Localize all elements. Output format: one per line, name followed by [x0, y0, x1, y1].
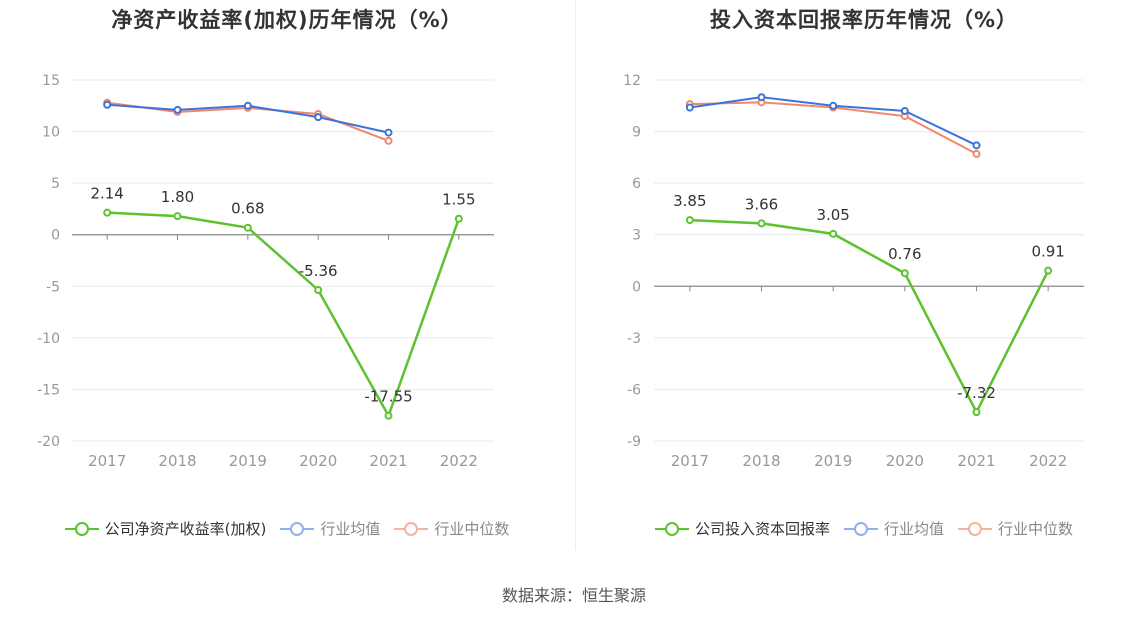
- company-series-point[interactable]: [454, 214, 463, 223]
- x-tick-label: 2018: [742, 452, 780, 470]
- legend-item-industry-avg[interactable]: 行业均值: [843, 518, 944, 539]
- roe-chart-title: 净资产收益率(加权)历年情况（%）: [111, 8, 463, 32]
- company-series-line: [107, 211, 461, 419]
- roe-chart-panel: 净资产收益率(加权)历年情况（%） 15 10 5 0 -5 -10 -15 -20 2017 2…: [0, 0, 574, 560]
- y-tick-label: 12: [623, 73, 641, 89]
- y-tick-label: -9: [627, 434, 641, 450]
- company-series-point[interactable]: [829, 229, 838, 238]
- roic-legend: 公司投入资本回报率 行业均值 行业中位数: [577, 518, 1148, 539]
- legend-item-industry-median[interactable]: 行业中位数: [958, 518, 1073, 539]
- y-tick-label: -3: [627, 331, 641, 347]
- roe-legend: 公司净资产收益率(加权) 行业均值 行业中位数: [0, 518, 574, 539]
- data-label: -17.55: [364, 388, 412, 406]
- x-tick-label: 2019: [229, 452, 267, 470]
- data-label: 3.05: [816, 206, 849, 224]
- company-series-point[interactable]: [243, 223, 252, 232]
- industry-median-series-point[interactable]: [972, 149, 981, 158]
- x-tick-label: 2019: [814, 452, 852, 470]
- roe-chart-plot: 15 10 5 0 -5 -10 -15 -20 2017 2018 2019 2020 2021 202…: [37, 73, 494, 470]
- panel-divider: [575, 0, 576, 550]
- x-tick-label: 2022: [440, 452, 478, 470]
- data-label: 3.66: [745, 195, 778, 213]
- legend-item-company-roe[interactable]: 公司净资产收益率(加权): [64, 518, 267, 539]
- y-tick-label: 0: [632, 279, 641, 295]
- company-series-point[interactable]: [757, 219, 766, 228]
- data-label: 0.76: [888, 245, 921, 263]
- data-label: 2.14: [90, 185, 123, 203]
- data-label: 1.55: [442, 191, 475, 209]
- industry-avg-series-point[interactable]: [314, 113, 323, 122]
- company-series-point[interactable]: [900, 269, 909, 278]
- industry-avg-series-point[interactable]: [173, 105, 182, 114]
- y-tick-label: 0: [51, 228, 60, 244]
- roic-chart-plot: 12 9 6 3 0 -3 -6 -9 2017 2018 2019 2020 2021 2022 3.85…: [623, 73, 1084, 470]
- y-tick-label: -10: [37, 331, 60, 347]
- x-tick-label: 2022: [1029, 452, 1067, 470]
- x-tick-label: 2020: [299, 452, 337, 470]
- data-label: -5.36: [299, 262, 338, 280]
- legend-label: 公司净资产收益率(加权): [104, 520, 267, 538]
- legend-label: 行业均值: [320, 520, 381, 538]
- legend-label: 公司投入资本回报率: [694, 520, 830, 538]
- y-tick-label: 9: [632, 125, 641, 141]
- roic-chart-title: 投入资本回报率历年情况（%）: [709, 8, 1019, 32]
- industry-avg-series-point[interactable]: [972, 141, 981, 150]
- industry-avg-series-point[interactable]: [829, 101, 838, 110]
- company-series-point[interactable]: [972, 408, 981, 417]
- x-tick-label: 2018: [158, 452, 196, 470]
- y-tick-label: -6: [627, 382, 641, 398]
- industry-avg-series-point[interactable]: [384, 128, 393, 137]
- legend-label: 行业中位数: [434, 520, 510, 538]
- y-tick-label: 3: [632, 228, 641, 244]
- y-tick-label: 10: [42, 125, 60, 141]
- industry-avg-series-point[interactable]: [757, 93, 766, 102]
- data-label: 0.91: [1031, 243, 1064, 261]
- y-tick-label: 15: [42, 73, 60, 89]
- company-series-point[interactable]: [685, 216, 694, 225]
- y-tick-label: -20: [37, 434, 60, 450]
- data-source-note: 数据来源：恒生聚源: [501, 586, 646, 605]
- industry-avg-series-point[interactable]: [685, 103, 694, 112]
- roic-chart-panel: 投入资本回报率历年情况（%） 12 9 6 3 0 -3 -6 -9 2017 2018 2019 2…: [577, 0, 1148, 560]
- data-label: 0.68: [231, 200, 264, 218]
- data-label: -7.32: [957, 384, 996, 402]
- data-label: 1.80: [161, 188, 194, 206]
- legend-label: 行业中位数: [998, 520, 1074, 538]
- company-series-point[interactable]: [103, 208, 112, 217]
- legend-label: 行业均值: [883, 520, 944, 538]
- y-tick-label: -15: [37, 382, 60, 398]
- x-tick-label: 2017: [88, 452, 126, 470]
- industry-avg-series-point[interactable]: [243, 101, 252, 110]
- company-series-point[interactable]: [384, 411, 393, 420]
- y-tick-label: 5: [51, 176, 60, 192]
- company-series-point[interactable]: [1044, 266, 1053, 275]
- legend-item-industry-median[interactable]: 行业中位数: [394, 518, 509, 539]
- legend-item-company-roic[interactable]: 公司投入资本回报率: [654, 518, 830, 539]
- data-label: 3.85: [673, 192, 706, 210]
- x-tick-label: 2017: [671, 452, 709, 470]
- x-tick-label: 2020: [886, 452, 924, 470]
- legend-item-industry-avg[interactable]: 行业均值: [280, 518, 380, 539]
- industry-avg-series-point[interactable]: [103, 100, 112, 109]
- x-tick-label: 2021: [369, 452, 407, 470]
- industry-avg-series-point[interactable]: [900, 106, 909, 115]
- industry-median-series-point[interactable]: [384, 136, 393, 145]
- y-tick-label: -5: [46, 279, 60, 295]
- x-tick-label: 2021: [957, 452, 995, 470]
- company-series-point[interactable]: [314, 285, 323, 294]
- company-series-line: [689, 218, 1050, 415]
- y-tick-label: 6: [632, 176, 641, 192]
- company-series-point[interactable]: [173, 212, 182, 221]
